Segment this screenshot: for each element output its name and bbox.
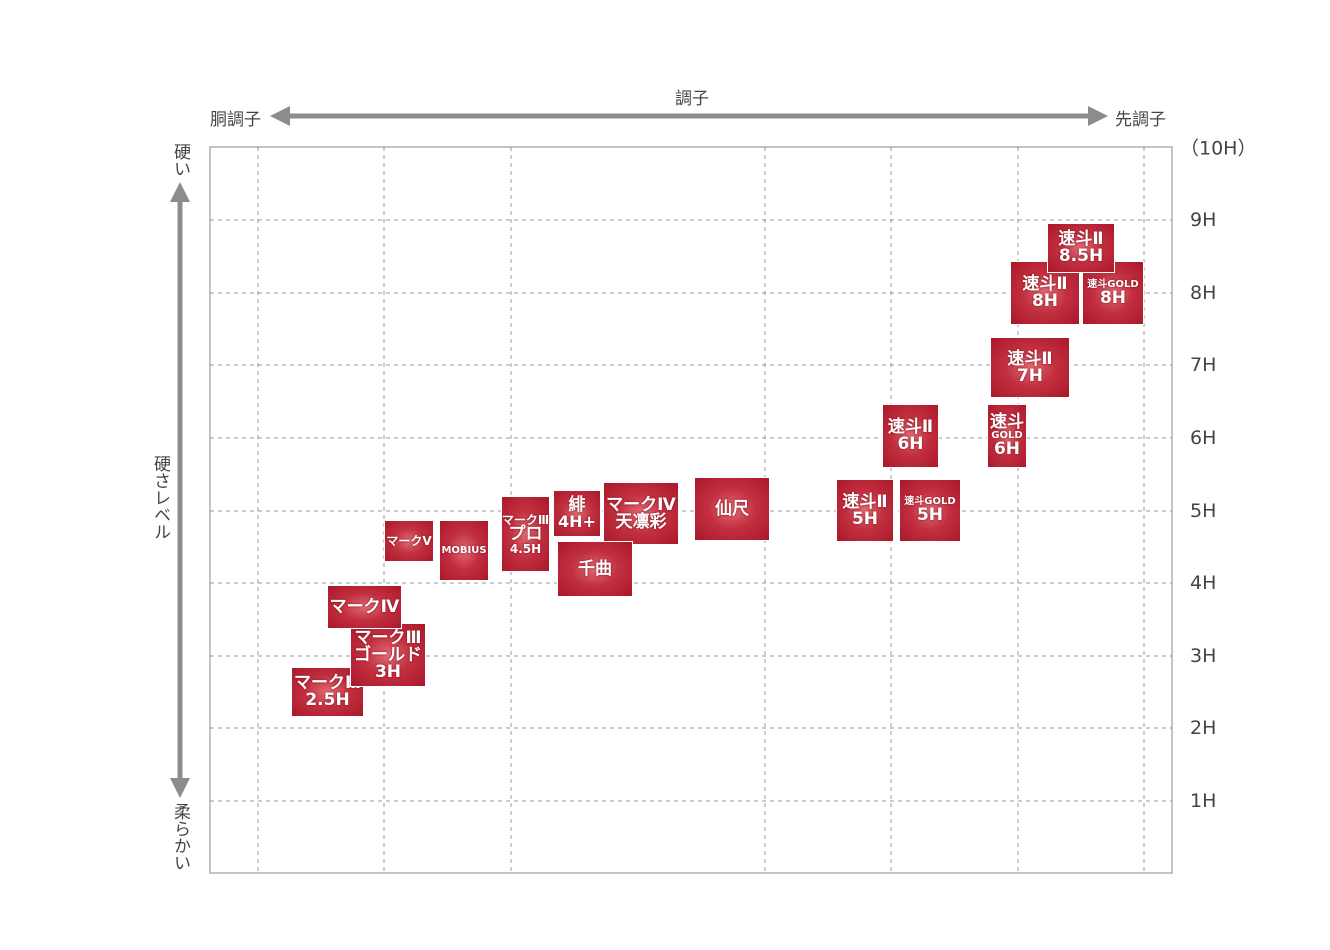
product-box: MOBIUS bbox=[439, 520, 489, 581]
product-label: 速斗GOLD bbox=[1087, 278, 1139, 290]
product-box: 仙尺 bbox=[694, 477, 770, 541]
y-tick-label: 7H bbox=[1190, 354, 1217, 376]
product-box: 千曲 bbox=[557, 541, 633, 597]
product-box: マークⅢ 2.5H bbox=[291, 667, 364, 717]
product-label: 仙尺 bbox=[715, 498, 749, 519]
product-label: 千曲 bbox=[578, 558, 612, 579]
product-label: 4H+ bbox=[558, 512, 596, 531]
product-label: プロ bbox=[508, 523, 543, 544]
product-label: 速斗Ⅱ bbox=[1022, 274, 1068, 294]
product-label: マークⅤ bbox=[386, 534, 432, 548]
product-label: 6H bbox=[993, 439, 1021, 459]
product-label: 速斗GOLD bbox=[904, 496, 956, 507]
product-label: マークⅢ bbox=[293, 673, 362, 693]
product-box: 速斗GOLD 5H bbox=[899, 479, 961, 542]
y-tick-label: 3H bbox=[1190, 645, 1217, 667]
product-label: 速斗Ⅱ bbox=[1007, 348, 1053, 369]
y-tick-label: 4H bbox=[1190, 572, 1217, 594]
product-label: 8H bbox=[1099, 287, 1127, 308]
product-label: 5H bbox=[916, 505, 944, 525]
plot-frame bbox=[209, 146, 1173, 874]
product-box: マークⅢ プロ 4.5H bbox=[501, 496, 550, 572]
product-label: 3H bbox=[374, 661, 402, 682]
product-box: 速斗Ⅱ 6H bbox=[882, 404, 939, 468]
product-label: マークⅢ bbox=[501, 512, 550, 527]
product-label: マークⅣ bbox=[606, 494, 676, 515]
product-label: 速斗Ⅱ bbox=[842, 491, 888, 512]
product-label: 8H bbox=[1031, 291, 1059, 311]
y-tick-label: （10H） bbox=[1180, 137, 1257, 160]
product-box: 速斗 GOLD 6H bbox=[987, 404, 1027, 468]
y-tick-label: 2H bbox=[1190, 717, 1217, 739]
product-box: 速斗Ⅱ 7H bbox=[990, 337, 1070, 398]
product-label: 速斗Ⅱ bbox=[1058, 229, 1104, 249]
product-box: マークⅤ bbox=[384, 520, 434, 562]
product-label: 4.5H bbox=[509, 541, 542, 556]
product-box: マークⅣ bbox=[327, 585, 402, 629]
product-label: 速斗 bbox=[990, 412, 1024, 432]
product-label: 2.5H bbox=[305, 690, 350, 710]
y-tick-label: 5H bbox=[1190, 500, 1217, 522]
x-title: 調子 bbox=[675, 89, 709, 109]
y-tick-label: 6H bbox=[1190, 427, 1217, 449]
product-box: マークⅢ ゴールド 3H bbox=[350, 623, 426, 687]
product-label: マークⅢ bbox=[354, 627, 422, 648]
product-label: 8.5H bbox=[1058, 246, 1104, 266]
y-bottom-label: 柔らかい bbox=[170, 803, 190, 871]
y-tick-label: 8H bbox=[1190, 282, 1217, 304]
y-top-label: 硬い bbox=[170, 143, 190, 177]
product-box: マークⅣ 天凛彩 bbox=[603, 482, 679, 545]
y-tick-label: 1H bbox=[1190, 790, 1217, 812]
product-label: GOLD bbox=[991, 430, 1023, 441]
product-box: 速斗Ⅱ 5H bbox=[836, 479, 894, 542]
y-title: 硬さレベル bbox=[150, 455, 170, 540]
product-box: 速斗Ⅱ 8.5H bbox=[1047, 223, 1115, 273]
product-label: 5H bbox=[851, 508, 879, 529]
x-right-label: 先調子 bbox=[1115, 110, 1166, 130]
product-label: ゴールド bbox=[354, 644, 422, 665]
product-label: 緋 bbox=[568, 495, 586, 515]
product-label: マークⅣ bbox=[329, 596, 400, 617]
grid bbox=[210, 147, 1172, 873]
product-label: 7H bbox=[1016, 365, 1044, 386]
product-label: 天凛彩 bbox=[615, 511, 667, 532]
product-label: 速斗Ⅱ bbox=[887, 417, 934, 437]
product-box: 緋 4H+ bbox=[553, 490, 601, 537]
product-label: MOBIUS bbox=[441, 544, 487, 556]
product-label: 6H bbox=[897, 434, 924, 454]
x-left-label: 胴調子 bbox=[210, 110, 261, 130]
y-tick-label: 9H bbox=[1190, 209, 1217, 231]
